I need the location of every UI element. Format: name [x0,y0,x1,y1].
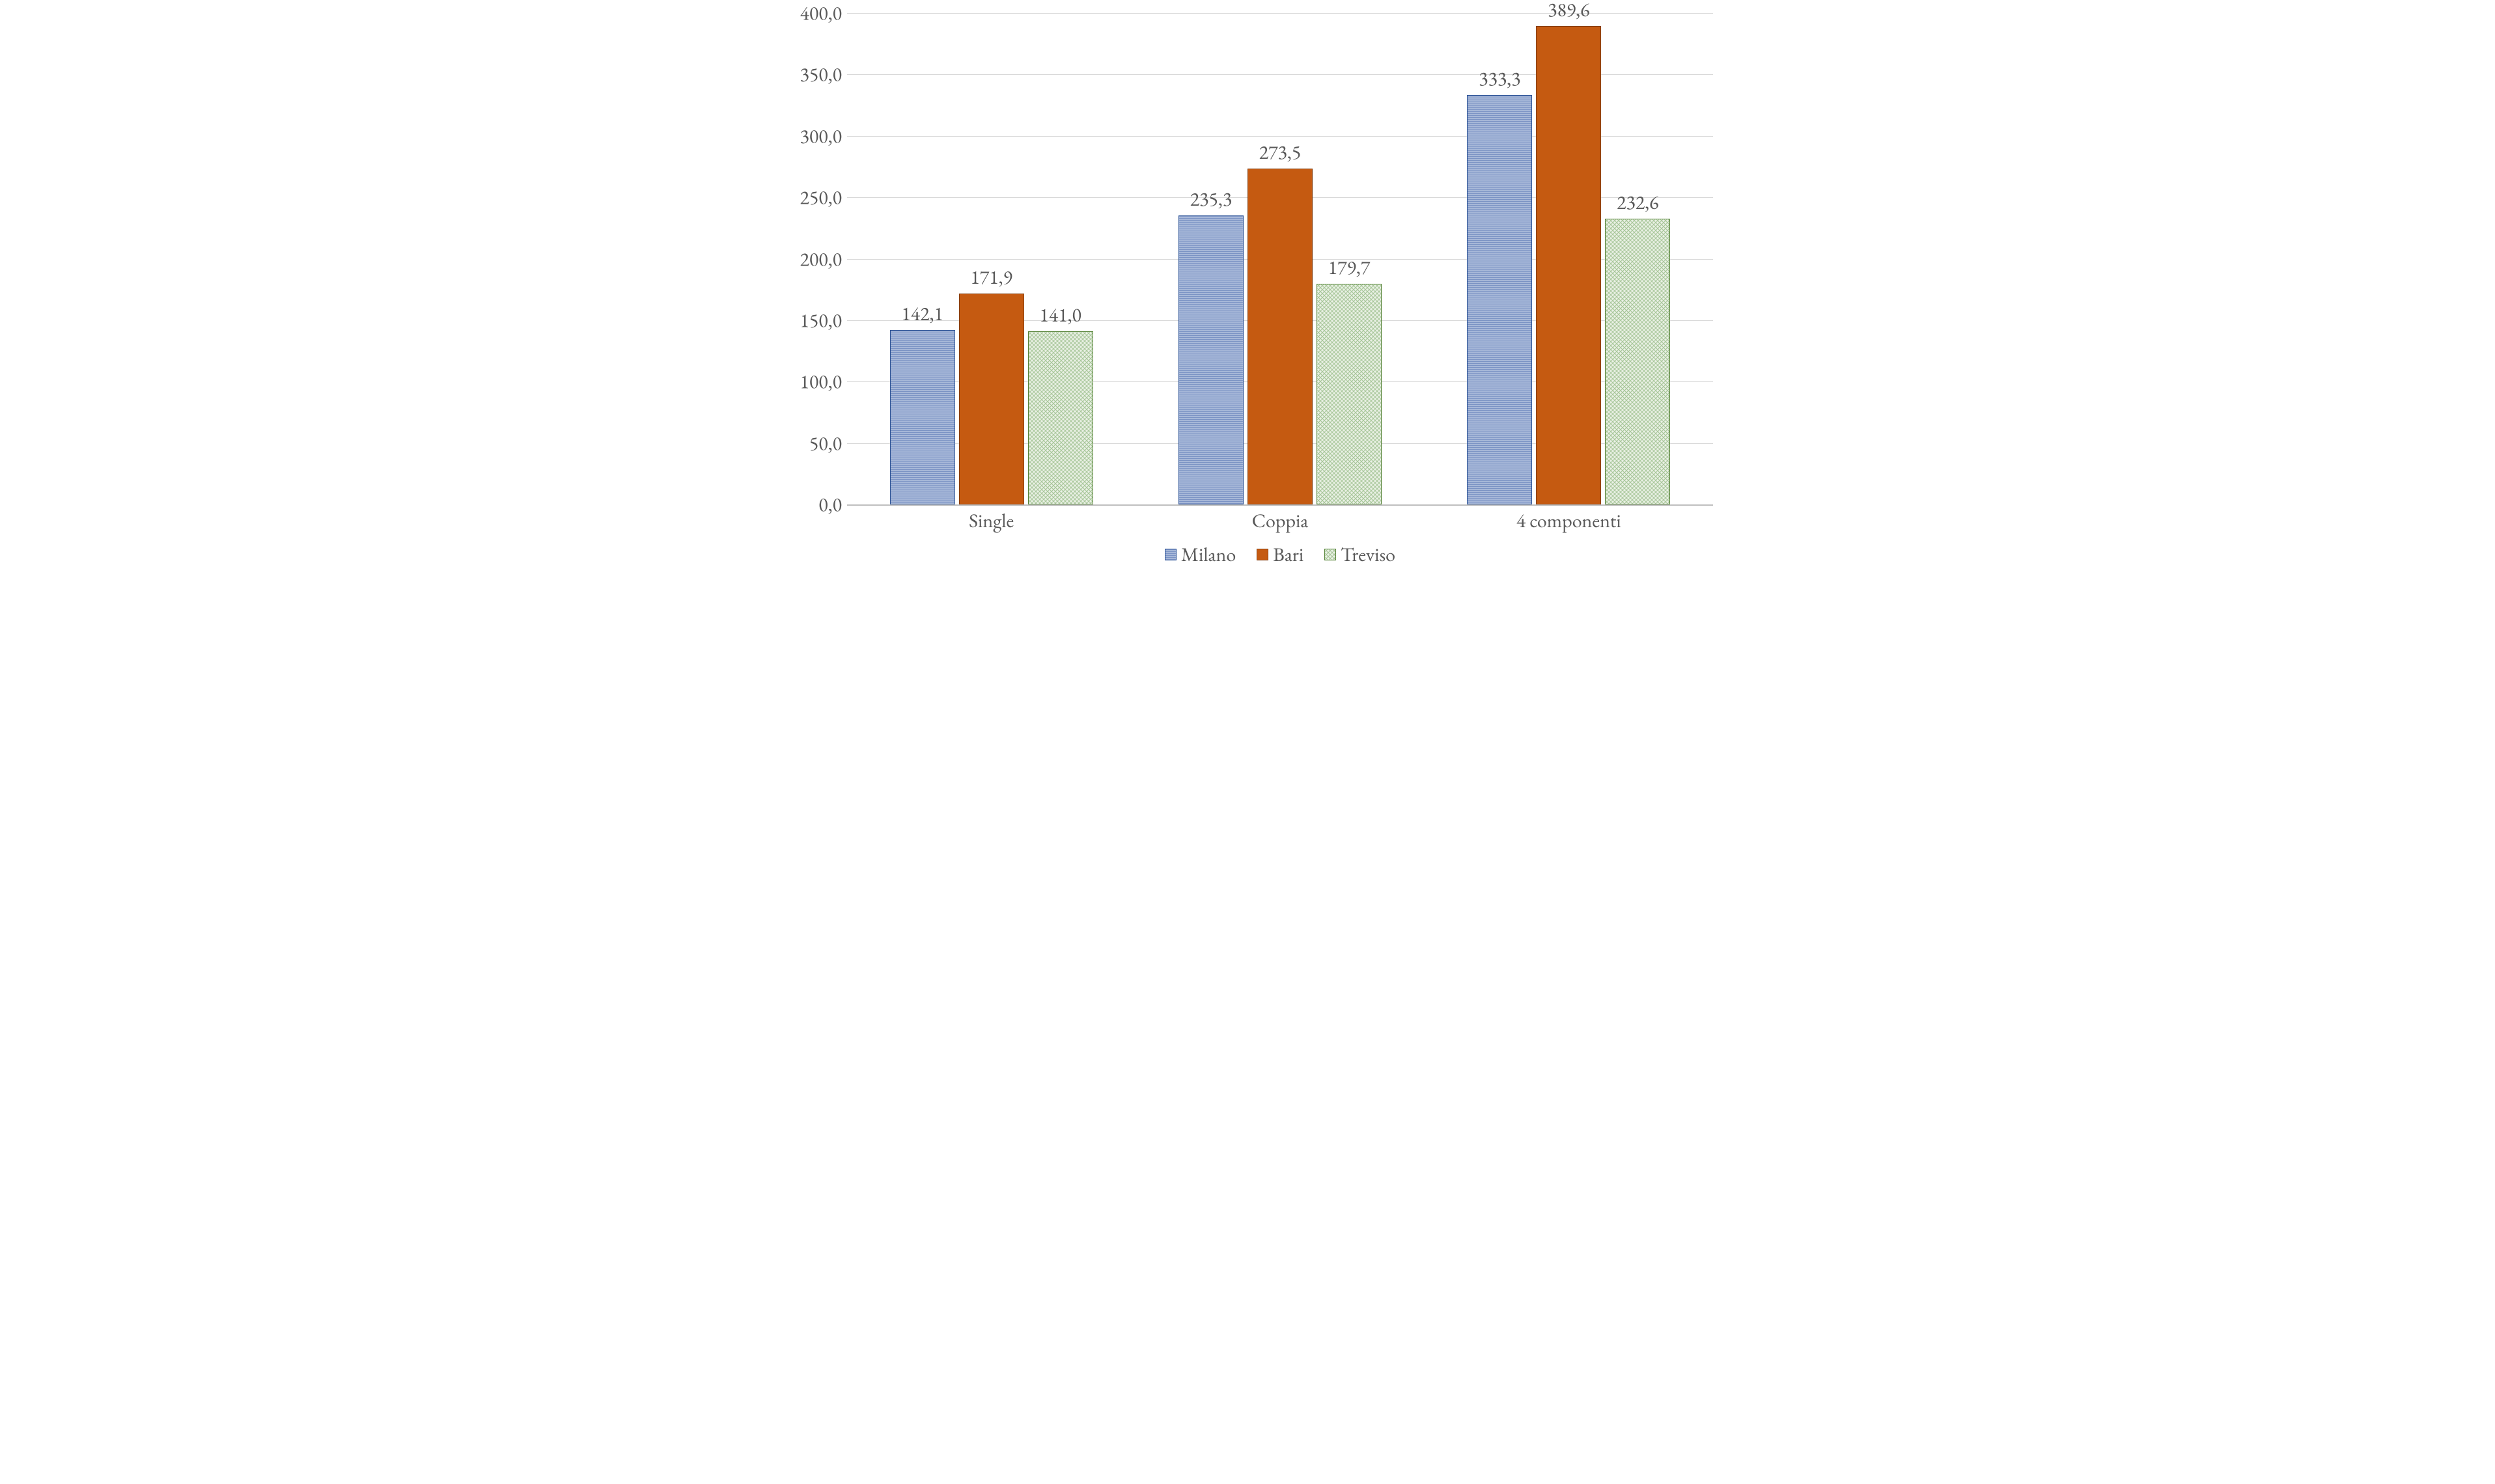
bar: 389,6 [1536,26,1601,504]
bar-group: 142,1171,9141,0 [847,13,1136,504]
y-tick-label: 50,0 [809,430,842,456]
bar: 141,0 [1028,331,1093,504]
legend-label: Milano [1181,542,1236,567]
x-tick-label: Single [847,508,1136,533]
legend-item: Treviso [1324,542,1395,567]
legend-swatch [1324,549,1336,560]
bar: 179,7 [1317,284,1382,504]
legend-label: Bari [1273,542,1303,567]
y-tick-label: 250,0 [800,185,843,210]
legend-item: Milano [1165,542,1236,567]
legend: Milano Bari Treviso [847,542,1713,567]
x-axis-labels: SingleCoppia4 componenti [847,508,1713,533]
y-tick-label: 350,0 [800,62,843,87]
legend-swatch [1165,549,1177,560]
bar-value-label: 273,5 [1259,139,1302,165]
bar-group: 235,3273,5179,7 [1136,13,1424,504]
y-tick-label: 400,0 [800,1,843,26]
legend-label: Treviso [1341,542,1395,567]
bar: 142,1 [890,330,955,504]
bar: 232,6 [1605,219,1670,504]
x-tick-label: 4 componenti [1425,508,1713,533]
legend-swatch [1257,549,1268,560]
bar-group: 333,3389,6232,6 [1425,13,1713,504]
bar-value-label: 333,3 [1479,66,1521,91]
bar-value-label: 171,9 [970,264,1012,290]
bar-value-label: 179,7 [1328,254,1371,280]
plot-area: 142,1171,9141,0235,3273,5179,7333,3389,6… [847,13,1713,506]
x-tick-label: Coppia [1136,508,1424,533]
bar-value-label: 235,3 [1190,186,1233,212]
bar-value-label: 232,6 [1617,189,1659,215]
bar-chart: 0,0 50,0 100,0 150,0 200,0 250,0 300,0 350,0 400… [769,0,1726,570]
bar-value-label: 141,0 [1039,302,1081,327]
y-tick-label: 300,0 [800,123,843,148]
bar-value-label: 389,6 [1548,0,1590,22]
legend-item: Bari [1257,542,1303,567]
bar-value-label: 142,1 [901,301,943,326]
bar: 333,3 [1467,95,1532,504]
bar: 235,3 [1178,215,1244,504]
bar: 171,9 [959,294,1024,504]
bar: 273,5 [1248,169,1313,504]
y-tick-label: 150,0 [800,307,843,333]
y-tick-label: 200,0 [800,246,843,271]
y-tick-label: 0,0 [818,492,842,517]
y-tick-label: 100,0 [800,369,843,394]
